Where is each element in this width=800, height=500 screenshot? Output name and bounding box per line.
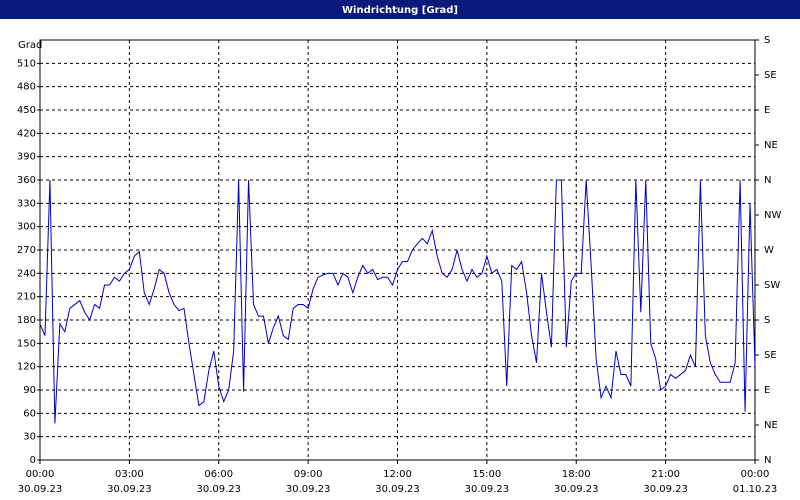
- y-tick-label: 300: [17, 222, 36, 233]
- y2-tick-label: S: [764, 315, 770, 326]
- y-tick-label: 90: [23, 385, 36, 396]
- y-tick-label: 0: [30, 455, 36, 466]
- y2-tick-label: NE: [764, 420, 778, 431]
- y-tick-label: 360: [17, 175, 36, 186]
- x-tick-date: 01.10.23: [733, 484, 778, 495]
- x-tick-date: 30.09.23: [196, 484, 241, 495]
- x-tick-label: 06:00: [204, 469, 233, 480]
- y2-tick-label: E: [764, 385, 770, 396]
- y-tick-label: 270: [17, 245, 36, 256]
- x-tick-label: 00:00: [26, 469, 55, 480]
- x-tick-label: 09:00: [294, 469, 323, 480]
- y2-tick-label: SE: [764, 350, 777, 361]
- y-tick-label: 240: [17, 268, 36, 279]
- y-tick-label: 390: [17, 152, 36, 163]
- y-axis-label: Grad: [18, 40, 42, 51]
- x-tick-label: 00:00: [741, 469, 770, 480]
- y-tick-label: 480: [17, 82, 36, 93]
- x-tick-label: 15:00: [472, 469, 501, 480]
- x-tick-date: 30.09.23: [465, 484, 510, 495]
- y-tick-label: 450: [17, 105, 36, 116]
- data-line: [39, 179, 756, 424]
- y-tick-label: 150: [17, 338, 36, 349]
- y-tick-label: 210: [17, 292, 36, 303]
- y2-tick-label: N: [764, 455, 771, 466]
- y-tick-label: 330: [17, 198, 36, 209]
- y2-tick-label: N: [764, 175, 771, 186]
- y2-tick-label: W: [764, 245, 774, 256]
- y-tick-label: 120: [17, 362, 36, 373]
- x-tick-date: 30.09.23: [18, 484, 63, 495]
- chart-title: Windrichtung [Grad]: [342, 5, 458, 16]
- x-tick-date: 30.09.23: [554, 484, 599, 495]
- y2-tick-label: E: [764, 105, 770, 116]
- x-tick-date: 30.09.23: [643, 484, 688, 495]
- title-bar: [0, 0, 800, 19]
- y2-tick-label: NE: [764, 140, 778, 151]
- y2-tick-label: SE: [764, 70, 777, 81]
- y-tick-label: 30: [23, 432, 36, 443]
- y-tick-label: 60: [23, 408, 36, 419]
- x-tick-label: 12:00: [383, 469, 412, 480]
- y-tick-label: 420: [17, 128, 36, 139]
- x-tick-label: 03:00: [115, 469, 144, 480]
- y2-tick-label: NW: [764, 210, 781, 221]
- x-tick-date: 30.09.23: [286, 484, 331, 495]
- y-tick-label: 180: [17, 315, 36, 326]
- y2-tick-label: SW: [764, 280, 780, 291]
- x-tick-date: 30.09.23: [107, 484, 152, 495]
- y2-tick-label: S: [764, 35, 770, 46]
- x-tick-label: 18:00: [562, 469, 591, 480]
- y-tick-label: 510: [17, 58, 36, 69]
- x-tick-label: 21:00: [651, 469, 680, 480]
- x-tick-date: 30.09.23: [375, 484, 420, 495]
